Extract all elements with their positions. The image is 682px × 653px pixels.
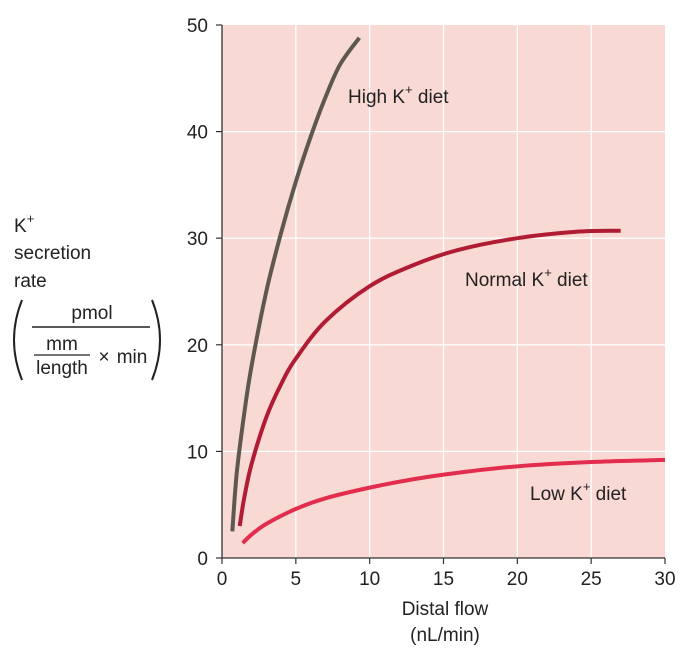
- x-tick-label: 20: [507, 569, 528, 590]
- y-tick-label: 40: [187, 123, 208, 144]
- x-axis-unit: (nL/min): [410, 625, 480, 646]
- y-unit-right-paren: [151, 299, 161, 381]
- series-label-normal-k: Normal K+ diet: [465, 265, 588, 291]
- x-tick-label: 0: [217, 569, 228, 590]
- x-axis-title: Distal flow: [402, 599, 489, 620]
- y-tick-label: 50: [187, 16, 208, 37]
- axes: [216, 24, 666, 564]
- y-axis-title: K+ secretion rate pmol mm length × min: [13, 211, 161, 381]
- y-tick-label: 20: [187, 336, 208, 357]
- x-tick-label: 15: [433, 569, 454, 590]
- y-axis-title-line3: rate: [14, 271, 47, 292]
- series-label-sup: +: [583, 479, 591, 494]
- series-label-suffix: diet: [590, 484, 627, 505]
- y-axis-title-sup: +: [27, 211, 35, 226]
- y-axis-title-k: K: [14, 216, 27, 237]
- y-unit-denominator-min: min: [117, 347, 148, 368]
- y-unit-denominator-mm: mm: [46, 334, 78, 355]
- y-unit-denominator-times: ×: [98, 347, 109, 368]
- y-unit-denominator-length: length: [36, 358, 88, 379]
- series-label-name: Low K: [530, 484, 583, 505]
- series-line-normal-k: [237, 228, 621, 527]
- y-tick-label: 30: [187, 229, 208, 250]
- series-label-name: Normal K: [465, 270, 545, 291]
- tick-labels: 0 5 10 15 20 25 30 0 10 20 30 40 50: [187, 16, 676, 590]
- y-tick-label: 10: [187, 442, 208, 463]
- series-label-suffix: diet: [413, 87, 450, 108]
- x-tick-label: 25: [581, 569, 602, 590]
- series-label-sup: +: [405, 82, 413, 97]
- grid: [222, 25, 665, 558]
- x-tick-label: 10: [359, 569, 380, 590]
- y-unit-left-paren: [13, 299, 23, 381]
- series-layer: [230, 36, 666, 545]
- series-label-low-k: Low K+ diet: [530, 479, 627, 505]
- x-tick-label: 5: [291, 569, 302, 590]
- series-label-sup: +: [544, 265, 552, 280]
- series-line-low-k: [241, 457, 666, 545]
- series-label-suffix: diet: [552, 270, 589, 291]
- series-line-high-k: [230, 36, 361, 532]
- svg-text:K+: K+: [14, 211, 34, 237]
- y-unit-numerator: pmol: [71, 303, 112, 324]
- series-label-high-k: High K+ diet: [348, 82, 449, 108]
- y-tick-label: 0: [197, 549, 208, 570]
- x-tick-label: 30: [654, 569, 675, 590]
- series-label-name: High K: [348, 87, 405, 108]
- y-axis-title-line2: secretion: [14, 243, 91, 264]
